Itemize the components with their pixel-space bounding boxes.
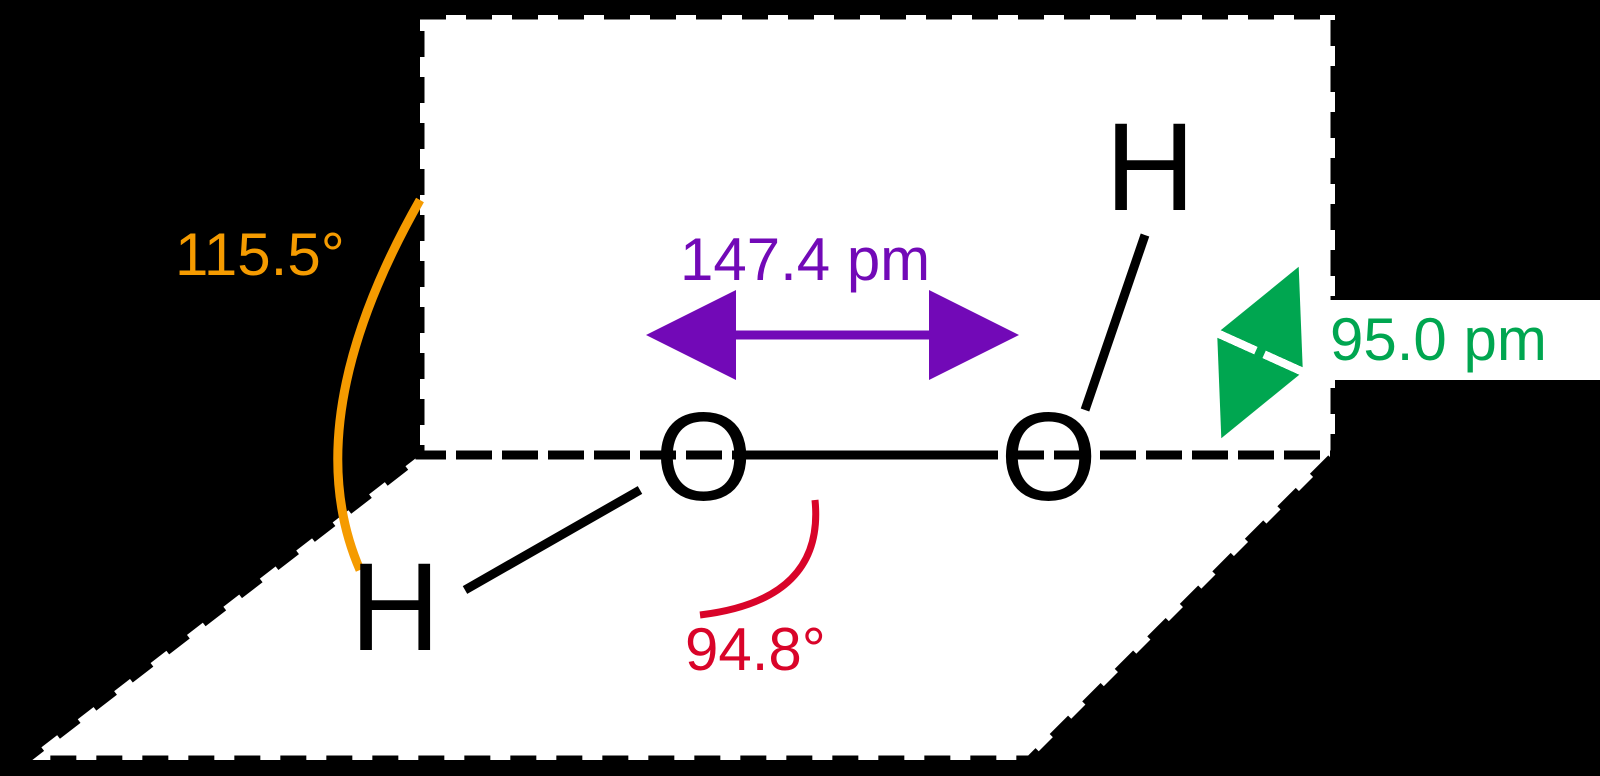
atom-h-lower: H (350, 538, 440, 677)
atom-o2: O (1000, 388, 1097, 527)
oo-length-label: 147.4 pm (680, 226, 930, 293)
hoo-angle-label: 94.8° (685, 616, 826, 683)
atom-h-upper: H (1105, 98, 1195, 237)
atom-o1: O (655, 388, 752, 527)
oh-length-label: 95.0 pm (1330, 306, 1547, 373)
dihedral-angle-label: 115.5° (175, 221, 345, 288)
